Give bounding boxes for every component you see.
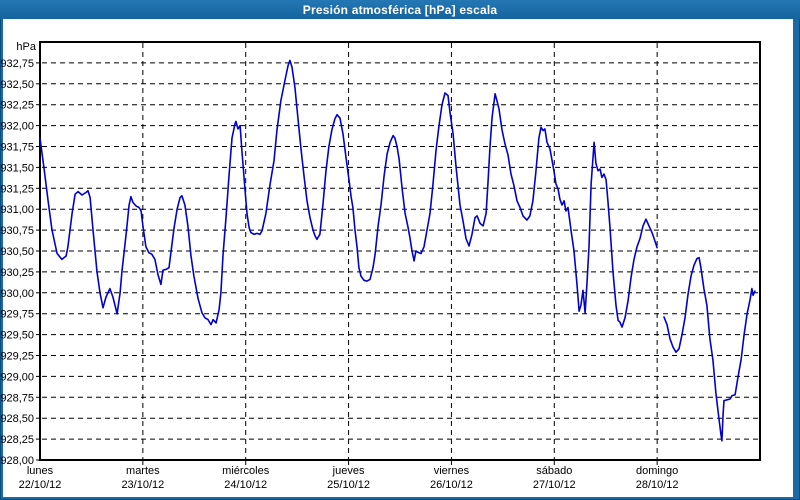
y-tick-label: 931,75 xyxy=(0,142,34,154)
x-day-label: jueves xyxy=(332,465,365,477)
x-date-label: 28/10/12 xyxy=(636,479,679,491)
y-tick-label: 929,25 xyxy=(0,351,34,363)
y-tick-label: 931,25 xyxy=(0,183,34,195)
y-tick-label: 929,50 xyxy=(0,330,34,342)
axis-labels: 932,75 932,50 932,25 932,00 931,75 931,50 931,… xyxy=(0,41,678,491)
y-tick-label: 932,50 xyxy=(0,79,34,91)
x-date-label: 24/10/12 xyxy=(224,479,267,491)
x-day-label: lunes xyxy=(27,465,54,477)
x-date-label: 23/10/12 xyxy=(121,479,164,491)
y-tick-label: 931,00 xyxy=(0,204,34,216)
y-tick-label: 931,50 xyxy=(0,162,34,174)
y-tick-label: 929,75 xyxy=(0,309,34,321)
x-date-label: 26/10/12 xyxy=(430,479,473,491)
y-tick-label: 928,50 xyxy=(0,413,34,425)
plot-border xyxy=(39,41,761,461)
axis-ticks xyxy=(36,62,658,465)
x-day-label: domingo xyxy=(636,465,678,477)
y-tick-label: 930,00 xyxy=(0,288,34,300)
pressure-series-segment xyxy=(663,256,756,442)
x-date-label: 27/10/12 xyxy=(533,479,576,491)
y-tick-label: 932,00 xyxy=(0,121,34,133)
x-day-label: martes xyxy=(126,465,160,477)
y-tick-label: 930,25 xyxy=(0,267,34,279)
y-tick-label: 929,00 xyxy=(0,371,34,383)
y-tick-label: 928,00 xyxy=(0,455,34,467)
y-axis-unit-label: hPa xyxy=(16,41,36,53)
chart-title: Presión atmosférica [hPa] escala xyxy=(302,2,498,17)
y-tick-label: 932,75 xyxy=(0,58,34,70)
x-day-label: sábado xyxy=(536,465,572,477)
y-tick-label: 932,25 xyxy=(0,100,34,112)
x-day-label: viernes xyxy=(434,465,470,477)
gridlines xyxy=(42,43,759,459)
pressure-series-segment xyxy=(39,59,658,328)
x-date-label: 22/10/12 xyxy=(19,479,62,491)
x-date-label: 25/10/12 xyxy=(327,479,370,491)
chart-background xyxy=(3,19,793,497)
y-tick-label: 930,50 xyxy=(0,246,34,258)
y-tick-label: 928,25 xyxy=(0,434,34,446)
window-title-bar: Presión atmosférica [hPa] escala xyxy=(0,0,800,19)
y-tick-label: 928,75 xyxy=(0,392,34,404)
x-day-label: miércoles xyxy=(222,465,270,477)
y-tick-label: 930,75 xyxy=(0,225,34,237)
